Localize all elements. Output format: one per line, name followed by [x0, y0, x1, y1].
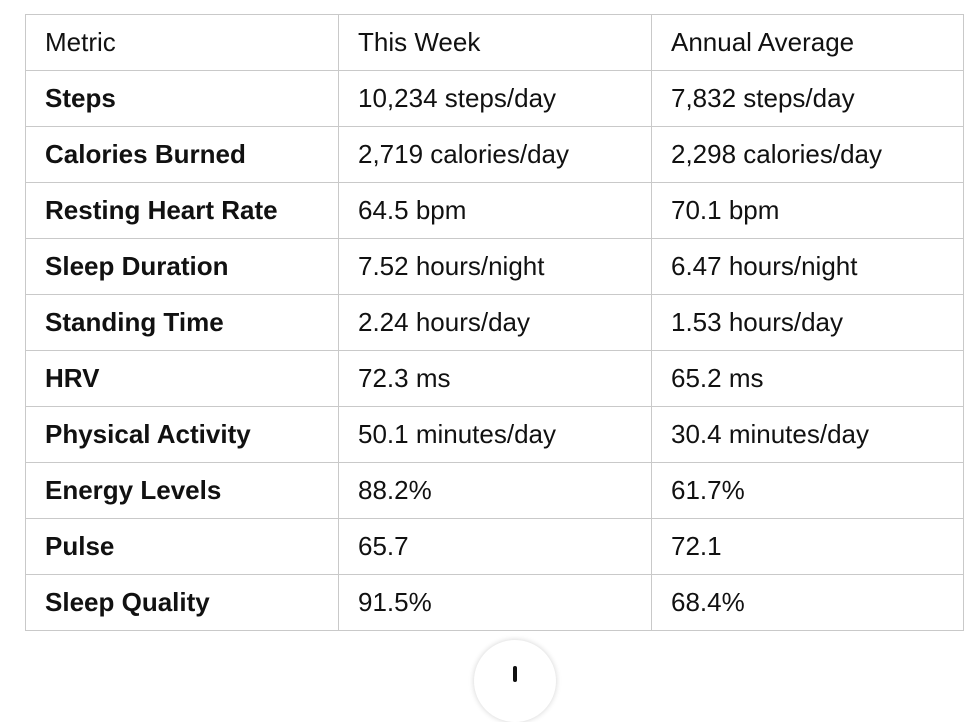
- metric-name: Physical Activity: [25, 406, 339, 463]
- table-row: HRV 72.3 ms 65.2 ms: [25, 350, 964, 407]
- header-metric: Metric: [25, 14, 339, 71]
- metric-name: Pulse: [25, 518, 339, 575]
- table-header-row: Metric This Week Annual Average: [25, 14, 964, 71]
- this-week-value: 2,719 calories/day: [338, 126, 652, 183]
- this-week-value: 64.5 bpm: [338, 182, 652, 239]
- annual-average-value: 65.2 ms: [651, 350, 964, 407]
- metric-name: Energy Levels: [25, 462, 339, 519]
- metrics-table-container: Metric This Week Annual Average Steps 10…: [25, 14, 964, 631]
- annual-average-value: 1.53 hours/day: [651, 294, 964, 351]
- annual-average-value: 7,832 steps/day: [651, 70, 964, 127]
- this-week-value: 91.5%: [338, 574, 652, 631]
- metric-name: Steps: [25, 70, 339, 127]
- annual-average-value: 72.1: [651, 518, 964, 575]
- this-week-value: 65.7: [338, 518, 652, 575]
- annual-average-value: 68.4%: [651, 574, 964, 631]
- table-row: Resting Heart Rate 64.5 bpm 70.1 bpm: [25, 182, 964, 239]
- table-row: Standing Time 2.24 hours/day 1.53 hours/…: [25, 294, 964, 351]
- table-row: Physical Activity 50.1 minutes/day 30.4 …: [25, 406, 964, 463]
- metric-name: Resting Heart Rate: [25, 182, 339, 239]
- metric-name: HRV: [25, 350, 339, 407]
- header-annual-average: Annual Average: [651, 14, 964, 71]
- annual-average-value: 30.4 minutes/day: [651, 406, 964, 463]
- scroll-down-arrow-icon: [513, 666, 517, 682]
- table-row: Energy Levels 88.2% 61.7%: [25, 462, 964, 519]
- this-week-value: 7.52 hours/night: [338, 238, 652, 295]
- metrics-table: Metric This Week Annual Average Steps 10…: [25, 14, 964, 631]
- this-week-value: 72.3 ms: [338, 350, 652, 407]
- annual-average-value: 2,298 calories/day: [651, 126, 964, 183]
- table-row: Sleep Duration 7.52 hours/night 6.47 hou…: [25, 238, 964, 295]
- table-row: Steps 10,234 steps/day 7,832 steps/day: [25, 70, 964, 127]
- metric-name: Calories Burned: [25, 126, 339, 183]
- scroll-down-button[interactable]: [474, 640, 556, 722]
- annual-average-value: 61.7%: [651, 462, 964, 519]
- annual-average-value: 6.47 hours/night: [651, 238, 964, 295]
- header-this-week: This Week: [338, 14, 652, 71]
- annual-average-value: 70.1 bpm: [651, 182, 964, 239]
- metric-name: Standing Time: [25, 294, 339, 351]
- this-week-value: 10,234 steps/day: [338, 70, 652, 127]
- metric-name: Sleep Quality: [25, 574, 339, 631]
- this-week-value: 50.1 minutes/day: [338, 406, 652, 463]
- table-row: Sleep Quality 91.5% 68.4%: [25, 574, 964, 631]
- this-week-value: 2.24 hours/day: [338, 294, 652, 351]
- metric-name: Sleep Duration: [25, 238, 339, 295]
- this-week-value: 88.2%: [338, 462, 652, 519]
- table-row: Calories Burned 2,719 calories/day 2,298…: [25, 126, 964, 183]
- table-row: Pulse 65.7 72.1: [25, 518, 964, 575]
